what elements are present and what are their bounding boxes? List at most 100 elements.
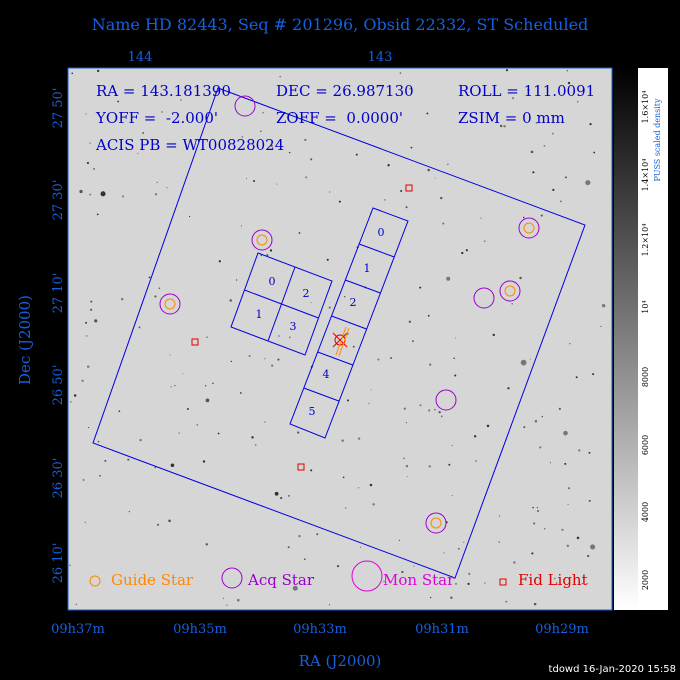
star (438, 410, 441, 414)
star (563, 430, 568, 436)
star (291, 112, 294, 114)
star (128, 511, 130, 513)
star (93, 167, 96, 170)
star (166, 187, 168, 189)
star (235, 279, 238, 281)
star (377, 358, 380, 361)
star (387, 164, 390, 167)
top-tick-label: 143 (368, 50, 393, 65)
dither-path (335, 326, 350, 357)
star (588, 499, 591, 502)
x-tick-label: 09h37m (51, 622, 105, 637)
star (270, 144, 273, 147)
star (182, 373, 184, 375)
star (403, 407, 406, 410)
star (298, 534, 301, 538)
star (305, 176, 308, 179)
star (118, 410, 121, 413)
star (405, 206, 408, 209)
star (400, 190, 403, 192)
star (575, 376, 578, 379)
chip-label: 4 (323, 368, 330, 381)
star (276, 183, 278, 185)
star (81, 379, 84, 382)
star (451, 494, 453, 496)
y-tick-label: 26 10' (51, 543, 66, 584)
colorbar-tick-label: 1.6×10⁴ (641, 91, 650, 124)
star (352, 345, 355, 348)
star (178, 432, 180, 434)
star (260, 130, 262, 132)
chip-label: 2 (350, 296, 357, 309)
star (531, 552, 534, 555)
star (512, 97, 514, 99)
chip-label: 1 (256, 308, 263, 321)
legend-label: Acq Star (247, 571, 315, 589)
star (434, 408, 436, 411)
star (303, 558, 306, 561)
star (346, 399, 349, 402)
star (567, 487, 571, 490)
star (543, 527, 546, 530)
star (341, 439, 344, 442)
star (154, 295, 157, 298)
star (329, 191, 331, 193)
star (70, 401, 72, 403)
star (511, 303, 513, 305)
star (344, 296, 346, 298)
star (156, 523, 160, 526)
star (413, 565, 415, 567)
star (186, 408, 189, 410)
y-tick-label: 26 30' (51, 458, 66, 499)
star (122, 195, 125, 198)
star (405, 422, 407, 424)
colorbar-tick-label: 1.4×10⁴ (641, 159, 650, 192)
star (408, 320, 411, 323)
star (384, 199, 386, 201)
info-text: ZSIM = 0 mm (458, 109, 565, 127)
field-boundary (92, 87, 586, 579)
star (271, 364, 274, 367)
chip-label: 3 (290, 320, 297, 333)
colorbar-tick-label: 6000 (641, 435, 650, 455)
star (533, 522, 536, 525)
star (328, 306, 331, 309)
star (138, 326, 141, 329)
colorbar-label: PUSS scaled density (653, 98, 662, 182)
star (161, 111, 163, 113)
top-tick-label: 144 (128, 50, 153, 65)
star (453, 357, 456, 360)
star (442, 222, 445, 225)
star (447, 163, 449, 165)
star (336, 565, 340, 568)
title: Name HD 82443, Seq # 201296, Obsid 22332… (92, 15, 589, 34)
star (86, 161, 90, 165)
star (536, 506, 539, 509)
star (532, 506, 534, 509)
star (85, 113, 87, 115)
star (254, 444, 257, 446)
star (569, 343, 571, 345)
colorbar-tick-label: 4000 (641, 502, 650, 522)
star (82, 478, 85, 481)
chip-label: 0 (269, 275, 276, 288)
star (455, 337, 457, 339)
star (593, 151, 596, 154)
star (328, 604, 331, 606)
star (369, 483, 373, 487)
star (206, 336, 208, 338)
colorbar-tick-label: 1.2×10⁴ (641, 224, 650, 257)
star (298, 232, 301, 234)
star (520, 359, 527, 366)
star (180, 99, 182, 101)
star (96, 213, 99, 216)
star (522, 216, 525, 219)
star (398, 539, 401, 541)
star (499, 124, 503, 128)
star (587, 554, 590, 558)
star (559, 200, 562, 203)
star (279, 75, 282, 78)
star (564, 176, 567, 179)
star (451, 445, 453, 447)
colorbar-tick-label: 8000 (641, 367, 650, 387)
